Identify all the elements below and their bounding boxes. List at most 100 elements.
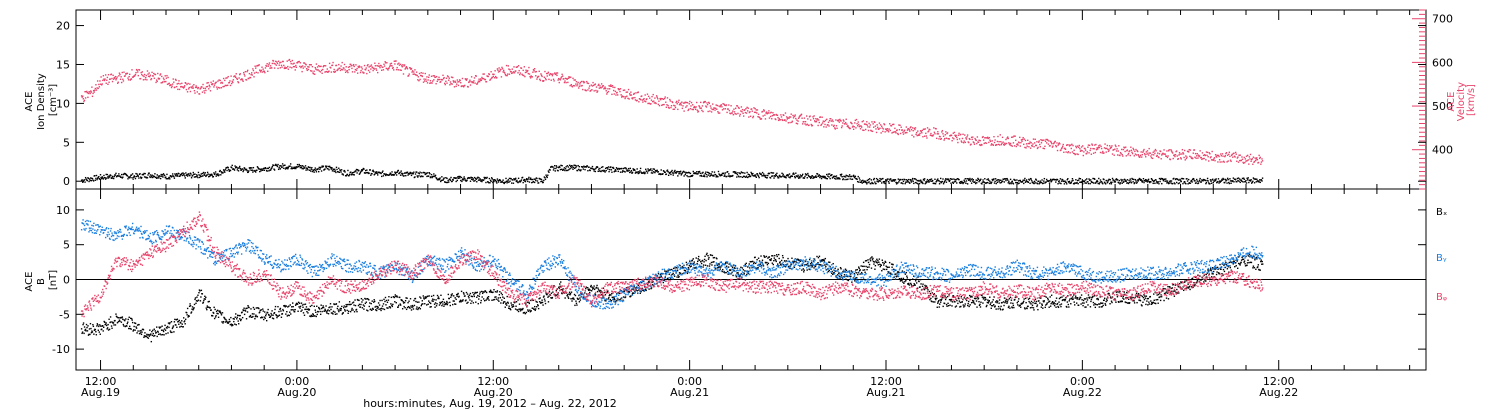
density-point	[417, 172, 420, 174]
velocity-point	[1018, 142, 1020, 144]
velocity-point	[670, 105, 673, 107]
velocity-point	[1141, 153, 1143, 156]
velocity-point	[236, 78, 239, 80]
density-point	[958, 181, 961, 184]
velocity-point	[816, 119, 818, 121]
density-point	[995, 182, 997, 185]
velocity-point	[456, 79, 459, 81]
velocity-point	[204, 87, 207, 90]
velocity-point	[179, 83, 181, 85]
bx-point	[349, 303, 351, 306]
velocity-point	[355, 69, 358, 71]
velocity-point	[478, 80, 481, 83]
velocity-point	[1130, 149, 1133, 152]
velocity-point	[159, 73, 162, 75]
velocity-point	[294, 69, 296, 71]
density-point	[132, 178, 134, 180]
density-point	[1147, 180, 1149, 182]
density-point	[331, 167, 333, 169]
density-point	[209, 175, 212, 177]
density-point	[701, 175, 703, 177]
velocity-point	[1040, 139, 1042, 141]
velocity-point	[305, 68, 308, 70]
velocity-point	[488, 73, 491, 76]
density-point	[399, 171, 401, 174]
density-point	[196, 174, 198, 176]
bx-point	[296, 303, 299, 305]
velocity-point	[466, 78, 468, 80]
velocity-point	[1112, 149, 1115, 151]
velocity-point	[437, 78, 440, 81]
bx-point	[96, 323, 99, 325]
bx-point	[228, 321, 230, 323]
density-point	[1111, 181, 1113, 183]
velocity-point	[309, 64, 311, 66]
density-point	[525, 178, 528, 180]
bx-point	[120, 321, 123, 323]
bx-point	[196, 300, 199, 302]
velocity-point	[330, 67, 332, 69]
density-point	[103, 174, 105, 177]
bx-point	[141, 331, 143, 333]
bx-point	[216, 312, 218, 315]
velocity-point	[728, 109, 731, 112]
velocity-point	[738, 115, 741, 117]
velocity-point	[269, 65, 272, 67]
velocity-point	[567, 81, 569, 84]
velocity-point	[777, 119, 780, 122]
bx-point	[88, 328, 91, 330]
bx-point	[238, 318, 241, 320]
velocity-point	[921, 129, 924, 132]
density-point	[683, 171, 686, 173]
density-point	[1071, 180, 1073, 182]
velocity-point	[690, 105, 692, 107]
bx-point	[221, 312, 224, 314]
velocity-point	[107, 74, 110, 76]
velocity-point	[1012, 136, 1014, 138]
bx-point	[375, 305, 377, 308]
bx-point	[353, 311, 356, 313]
density-point	[251, 169, 253, 171]
density-point	[1005, 179, 1007, 182]
density-point	[1238, 180, 1240, 182]
velocity-point	[883, 123, 885, 125]
density-point	[488, 177, 491, 180]
velocity-point	[1129, 150, 1131, 152]
density-point	[816, 173, 819, 175]
density-point	[915, 178, 917, 181]
velocity-point	[746, 106, 748, 109]
velocity-point	[555, 73, 557, 76]
velocity-point	[654, 97, 656, 99]
density-point	[861, 182, 863, 184]
velocity-point	[333, 68, 335, 71]
velocity-point	[366, 72, 368, 75]
density-point	[328, 165, 331, 168]
velocity-point	[700, 107, 702, 109]
velocity-point	[539, 79, 542, 82]
velocity-point	[369, 65, 371, 67]
velocity-point	[633, 93, 635, 95]
density-point	[976, 182, 978, 184]
density-point	[143, 172, 145, 175]
velocity-point	[888, 128, 890, 130]
velocity-point	[200, 87, 202, 89]
density-point	[595, 167, 597, 170]
density-point	[588, 166, 590, 168]
velocity-point	[469, 79, 471, 81]
velocity-point	[1007, 137, 1009, 140]
density-point	[1009, 182, 1011, 184]
bx-point	[289, 311, 291, 313]
density-point	[692, 170, 694, 173]
density-point	[775, 174, 778, 177]
bx-point	[266, 312, 269, 314]
density-point	[1050, 180, 1052, 183]
velocity-point	[897, 132, 899, 135]
velocity-point	[299, 65, 301, 68]
density-point	[1019, 179, 1022, 182]
bx-point	[311, 304, 313, 307]
density-point	[799, 177, 801, 179]
velocity-point	[393, 69, 395, 71]
velocity-point	[1214, 159, 1216, 162]
velocity-point	[235, 73, 237, 75]
bx-point	[310, 315, 312, 318]
